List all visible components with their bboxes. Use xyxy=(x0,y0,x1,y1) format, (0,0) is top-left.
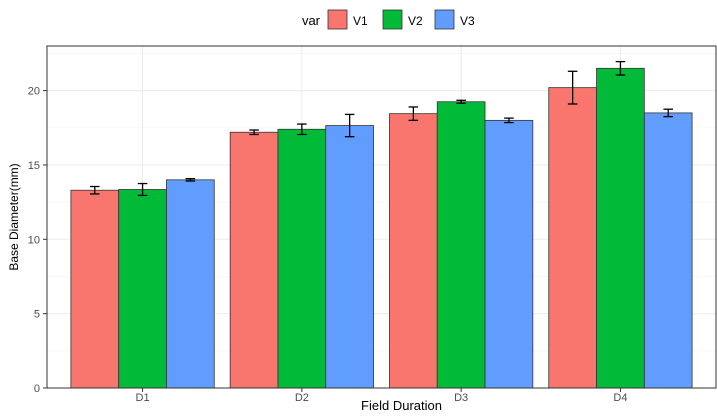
bar-v2-d3 xyxy=(436,101,486,389)
x-tick-label: D2 xyxy=(295,392,309,404)
x-tick-label: D1 xyxy=(136,392,150,404)
bar-v2-d2 xyxy=(277,128,327,389)
error-bar-v3-d4 xyxy=(663,108,673,118)
bar-v3-d4 xyxy=(643,112,693,389)
bar-v1-d2 xyxy=(229,131,279,389)
plot-frame xyxy=(46,45,717,389)
error-bars xyxy=(90,60,673,197)
error-bar-v2-d1 xyxy=(137,182,148,197)
error-bar-v1-d4 xyxy=(567,70,578,105)
x-axis-ticks: D1 D2 D3 D4 xyxy=(136,388,627,404)
bar-v3-d2 xyxy=(325,125,374,389)
y-tick-label: 0 xyxy=(34,383,40,395)
bar-v1-d4 xyxy=(548,87,597,389)
bar-v3-d1 xyxy=(166,179,215,389)
legend-label: V1 xyxy=(353,14,368,28)
legend-label: V3 xyxy=(460,14,475,28)
legend-title: var xyxy=(302,13,321,28)
legend-swatch xyxy=(382,9,403,30)
legend-item-v1: V1 xyxy=(327,9,368,30)
x-axis-label: Field Duration xyxy=(361,398,442,412)
bar-v1-d3 xyxy=(389,113,438,389)
bar-v2-d1 xyxy=(118,189,167,389)
x-tick-label: D3 xyxy=(454,392,468,404)
y-tick-label: 5 xyxy=(34,309,40,321)
legend-items: V1 V2 V3 xyxy=(327,9,475,30)
legend-label: V2 xyxy=(408,14,423,28)
bars xyxy=(70,67,693,389)
y-axis-label: Base Diameter(mm) xyxy=(7,163,21,270)
legend-item-v2: V2 xyxy=(382,9,423,30)
x-tick-label: D4 xyxy=(613,392,627,404)
error-bar-v1-d1 xyxy=(90,185,100,195)
legend-swatch xyxy=(434,9,455,30)
legend-item-v3: V3 xyxy=(434,9,475,30)
error-bar-v2-d3 xyxy=(456,99,466,104)
error-bar-v1-d2 xyxy=(249,129,259,136)
error-bar-v3-d3 xyxy=(504,117,514,124)
bar-v3-d3 xyxy=(484,119,534,389)
bar-v2-d4 xyxy=(596,67,645,389)
legend-swatch xyxy=(327,9,348,30)
y-axis-ticks: 0 5 10 15 20 xyxy=(28,86,47,395)
error-bar-v1-d3 xyxy=(408,106,419,121)
legend: var V1 V2 V3 xyxy=(302,9,475,30)
error-bar-v3-d1 xyxy=(185,177,196,182)
error-bar-v2-d2 xyxy=(297,123,307,136)
error-bar-v2-d4 xyxy=(615,60,626,76)
error-bar-v3-d2 xyxy=(344,113,355,138)
y-tick-label: 20 xyxy=(28,86,40,98)
y-tick-label: 10 xyxy=(28,234,40,246)
y-tick-label: 15 xyxy=(28,160,40,172)
bar-v1-d1 xyxy=(70,189,120,389)
